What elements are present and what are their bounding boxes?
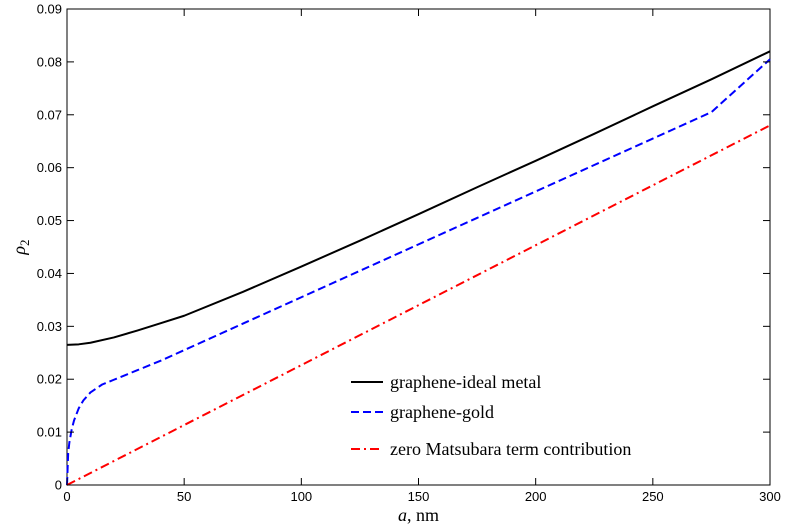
y-tick-label: 0 — [55, 478, 62, 493]
series-line-3 — [66, 124, 771, 486]
y-tick-label: 0.04 — [37, 266, 62, 281]
legend-label-3: zero Matsubara term contribution — [390, 439, 631, 459]
x-tick-label: 150 — [408, 489, 430, 504]
series-line-2 — [66, 58, 771, 486]
x-tick-label: 200 — [525, 489, 547, 504]
x-tick-label: 250 — [642, 489, 664, 504]
y-axis-label: ρ2 — [9, 239, 32, 255]
y-tick-label: 0.02 — [37, 372, 62, 387]
series-line-1 — [66, 50, 771, 346]
legend-label-1: graphene-ideal metal — [390, 372, 541, 392]
tick-layer: 0 50 100 150 200 250 300 0 0.01 0.02 0.03 0.04 0.05 0… — [37, 2, 781, 505]
legend: graphene-ideal metal graphene-gold zero Ma… — [340, 366, 762, 470]
series-layer — [66, 50, 771, 486]
x-tick-label: 0 — [63, 489, 70, 504]
y-tick-label: 0.08 — [37, 54, 62, 69]
x-tick-label: 50 — [177, 489, 191, 504]
y-tick-label: 0.09 — [37, 2, 62, 17]
x-axis-label: a, nm — [398, 505, 439, 525]
y-tick-label: 0.06 — [37, 160, 62, 175]
y-tick-label: 0.07 — [37, 107, 62, 122]
legend-label-2: graphene-gold — [390, 402, 494, 422]
x-tick-label: 300 — [759, 489, 781, 504]
legend-box — [340, 366, 762, 470]
y-tick-label: 0.03 — [37, 319, 62, 334]
y-tick-label: 0.05 — [37, 213, 62, 228]
x-tick-label: 100 — [290, 489, 312, 504]
y-tick-label: 0.01 — [37, 425, 62, 440]
